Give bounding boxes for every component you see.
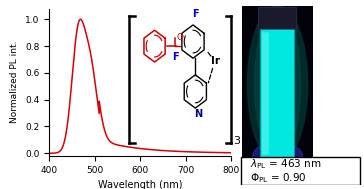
FancyBboxPatch shape (262, 32, 269, 155)
Text: O: O (176, 33, 183, 42)
Text: F: F (172, 52, 178, 62)
Text: $\lambda_{\mathrm{PL}}$ = 463 nm: $\lambda_{\mathrm{PL}}$ = 463 nm (250, 157, 321, 171)
Text: F: F (193, 9, 199, 19)
FancyBboxPatch shape (258, 7, 297, 29)
Ellipse shape (253, 142, 302, 170)
FancyBboxPatch shape (241, 157, 360, 185)
Y-axis label: Normalized PL int.: Normalized PL int. (11, 41, 20, 123)
Text: N: N (194, 109, 202, 119)
X-axis label: Wavelength (nm): Wavelength (nm) (98, 180, 182, 189)
FancyBboxPatch shape (261, 25, 294, 159)
Text: 3: 3 (233, 136, 240, 146)
Text: $\Phi_{\mathrm{PL}}$ = 0.90: $\Phi_{\mathrm{PL}}$ = 0.90 (250, 171, 306, 185)
Ellipse shape (248, 6, 308, 163)
Text: Ir: Ir (211, 56, 219, 66)
Ellipse shape (254, 10, 301, 159)
